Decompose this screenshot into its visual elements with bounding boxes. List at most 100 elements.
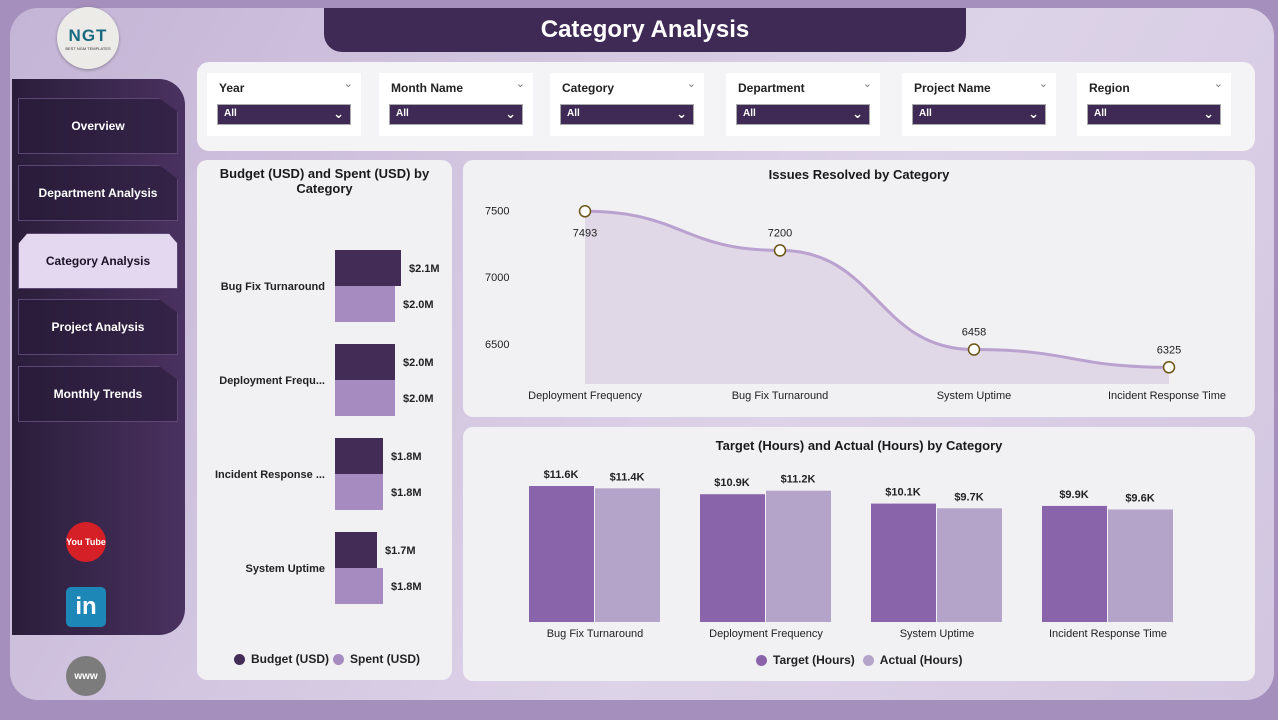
filter-label: Region — [1089, 81, 1130, 95]
nav-category-analysis[interactable]: Category Analysis — [18, 233, 178, 289]
issues-chart-title: Issues Resolved by Category — [768, 167, 950, 182]
data-label: $10.9K — [714, 477, 750, 489]
filter-value: All — [1094, 108, 1107, 119]
x-tick-label: Bug Fix Turnaround — [547, 628, 644, 640]
data-point — [578, 205, 592, 218]
y-tick-label: 7000 — [485, 272, 509, 284]
chevron-down-icon[interactable]: ⌄ — [1213, 78, 1223, 90]
chevron-down-icon: ⌄ — [1203, 106, 1214, 121]
hours-chart-card: Target (Hours) and Actual (Hours) by Cat… — [463, 427, 1255, 681]
legend-dot-target — [756, 654, 767, 666]
hours-chart: Bug Fix Turnaround $11.6K $11.4K Deployment… — [529, 469, 1173, 640]
website-globe-icon[interactable]: www — [66, 656, 106, 696]
chevron-down-icon[interactable]: ⌄ — [515, 78, 525, 90]
data-label: $2.0M — [403, 299, 434, 311]
filter-dropdown[interactable]: All ⌄ — [1087, 104, 1221, 125]
filter-project-name: Project Name ⌄ All ⌄ — [902, 73, 1056, 136]
filter-dropdown[interactable]: All ⌄ — [389, 104, 523, 125]
category-label: Bug Fix Turnaround — [221, 281, 325, 293]
chevron-down-icon: ⌄ — [852, 106, 863, 121]
budget-bar — [335, 532, 377, 568]
data-label: $1.8M — [391, 581, 422, 593]
data-label: $10.1K — [885, 487, 921, 499]
hours-chart-title: Target (Hours) and Actual (Hours) by Cat… — [715, 438, 1003, 453]
issues-chart: 6500 7000 7500 7493 Deployment Frequency 7200… — [485, 205, 1226, 402]
nav-department-analysis[interactable]: Department Analysis — [18, 165, 178, 221]
budget-chart-title: Budget (USD) and Spent (USD) by Category — [219, 166, 430, 196]
budget-chart-card: Budget (USD) and Spent (USD) by Category… — [197, 160, 452, 680]
data-label: 6458 — [962, 327, 986, 339]
legend-spent[interactable]: Spent (USD) — [350, 652, 420, 666]
budget-bar — [335, 438, 383, 474]
linkedin-icon[interactable]: in — [66, 587, 106, 627]
filter-dropdown[interactable]: All ⌄ — [217, 104, 351, 125]
budget-bar — [335, 250, 401, 286]
chevron-down-icon: ⌄ — [505, 106, 516, 121]
data-label: $2.1M — [409, 263, 440, 275]
youtube-icon[interactable]: You Tube — [66, 522, 106, 562]
x-tick-label: Incident Response Time — [1049, 628, 1167, 640]
chevron-down-icon[interactable]: ⌄ — [862, 78, 872, 90]
chevron-down-icon[interactable]: ⌄ — [686, 78, 696, 90]
filter-value: All — [567, 108, 580, 119]
filter-value: All — [743, 108, 756, 119]
filter-label: Department — [738, 81, 805, 95]
data-label: 7200 — [768, 227, 792, 239]
x-tick-label: Bug Fix Turnaround — [732, 390, 829, 402]
actual-bar — [595, 488, 660, 622]
budget-bar — [335, 344, 395, 380]
data-label: $9.7K — [954, 491, 983, 503]
budget-chart: Bug Fix Turnaround $2.1M $2.0M Deployment F… — [215, 250, 440, 604]
filter-label: Year — [219, 81, 245, 95]
x-tick-label: System Uptime — [937, 390, 1012, 402]
data-label: $11.6K — [544, 469, 579, 481]
filter-department: Department ⌄ All ⌄ — [726, 73, 880, 136]
filter-dropdown[interactable]: All ⌄ — [736, 104, 870, 125]
filter-category: Category ⌄ All ⌄ — [550, 73, 704, 136]
target-bar — [700, 494, 765, 622]
x-tick-label: System Uptime — [900, 628, 975, 640]
filter-label: Project Name — [914, 81, 991, 95]
data-label: $1.8M — [391, 451, 422, 463]
data-point — [1162, 361, 1176, 374]
filter-region: Region ⌄ All ⌄ — [1077, 73, 1231, 136]
data-label: $2.0M — [403, 357, 434, 369]
chevron-down-icon[interactable]: ⌄ — [1038, 78, 1048, 90]
filter-value: All — [396, 108, 409, 119]
data-label: 7493 — [573, 227, 597, 239]
data-label: $9.9K — [1059, 489, 1088, 501]
spent-bar — [335, 380, 395, 416]
filter-dropdown[interactable]: All ⌄ — [912, 104, 1046, 125]
legend-dot-budget — [234, 653, 245, 665]
legend-actual[interactable]: Actual (Hours) — [879, 653, 963, 667]
x-tick-label: Deployment Frequency — [709, 628, 823, 640]
legend-target[interactable]: Target (Hours) — [773, 653, 855, 667]
target-bar — [529, 486, 594, 622]
nav-overview[interactable]: Overview — [18, 98, 178, 154]
filter-dropdown[interactable]: All ⌄ — [560, 104, 694, 125]
filter-month-name: Month Name ⌄ All ⌄ — [379, 73, 533, 136]
nav-monthly-trends[interactable]: Monthly Trends — [18, 366, 178, 422]
actual-bar — [937, 508, 1002, 622]
chevron-down-icon: ⌄ — [333, 106, 344, 121]
ngt-logo: NGT BEST NGM TEMPLATES — [57, 7, 119, 69]
legend-dot-actual — [862, 654, 874, 666]
spent-bar — [335, 568, 383, 604]
target-bar — [871, 503, 936, 622]
filter-label: Category — [562, 81, 615, 95]
data-point — [967, 343, 981, 356]
filter-year: Year ⌄ All ⌄ — [207, 73, 361, 136]
hours-legend: Target (Hours) Actual (Hours) — [756, 653, 962, 667]
issues-chart-card: Issues Resolved by Category 6500 7000 7500… — [463, 160, 1255, 417]
legend-budget[interactable]: Budget (USD) — [251, 652, 329, 666]
category-label: System Uptime — [246, 563, 325, 575]
budget-legend: Budget (USD) Spent (USD) — [234, 652, 420, 666]
category-label: Incident Response ... — [215, 469, 325, 481]
actual-bar — [1108, 509, 1173, 622]
filter-value: All — [919, 108, 932, 119]
chevron-down-icon[interactable]: ⌄ — [343, 78, 353, 90]
nav-project-analysis[interactable]: Project Analysis — [18, 299, 178, 355]
actual-bar — [766, 490, 831, 622]
x-tick-label: Deployment Frequency — [528, 390, 642, 402]
spent-bar — [335, 286, 395, 322]
